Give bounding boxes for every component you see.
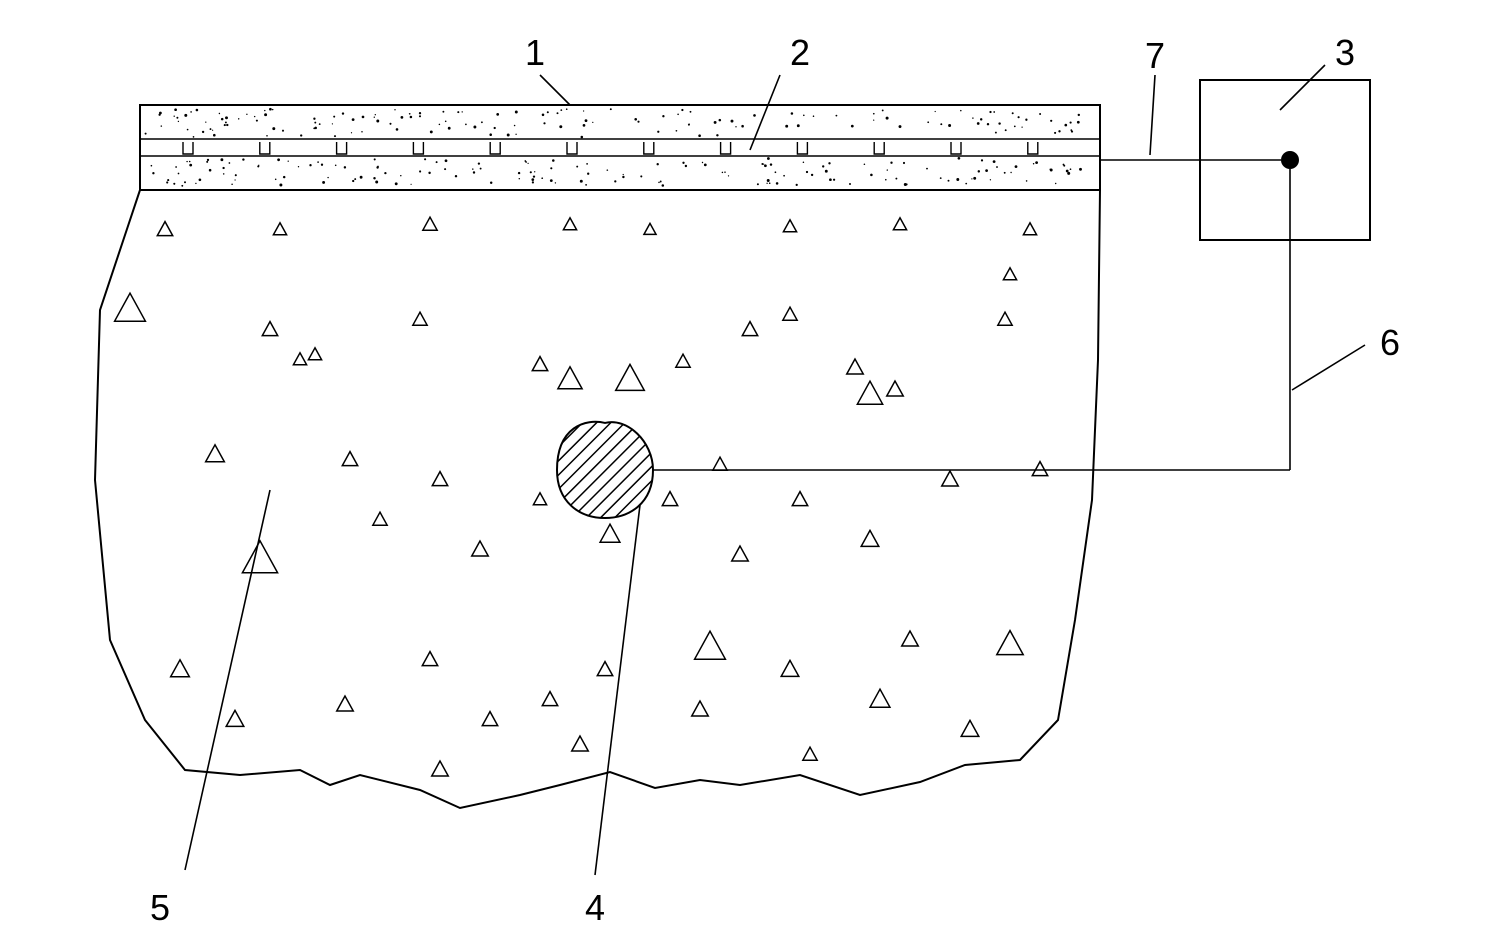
leader-l1 xyxy=(540,75,570,105)
leader-l6 xyxy=(1292,345,1365,390)
label-5: 5 xyxy=(150,887,170,928)
leader-l5 xyxy=(185,490,270,870)
leader-l4 xyxy=(595,505,640,875)
label-3: 3 xyxy=(1335,32,1355,73)
leader-l7 xyxy=(1150,75,1155,155)
label-2: 2 xyxy=(790,32,810,73)
label-4: 4 xyxy=(585,887,605,928)
buried-pipe xyxy=(557,422,653,518)
device-node xyxy=(1281,151,1299,169)
label-6: 6 xyxy=(1380,322,1400,363)
label-1: 1 xyxy=(525,32,545,73)
label-7: 7 xyxy=(1145,35,1165,76)
